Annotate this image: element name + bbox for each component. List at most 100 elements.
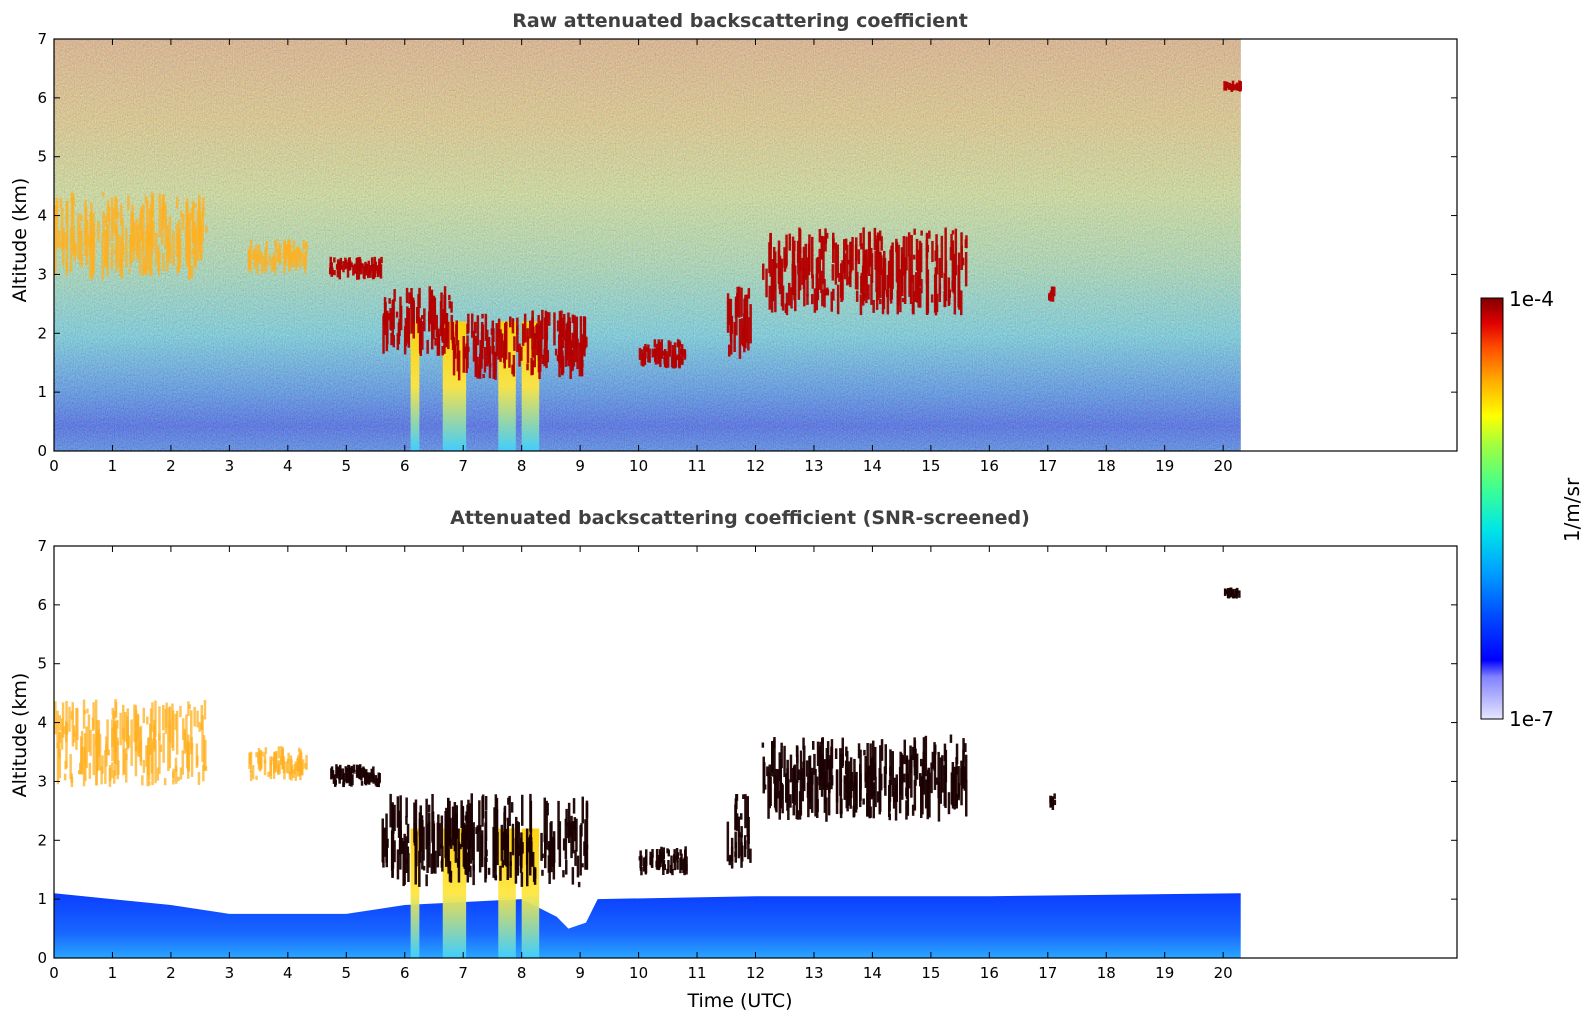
cloud-mark <box>59 198 63 209</box>
cloud-mark <box>579 316 583 351</box>
cloud-mark <box>298 252 302 269</box>
cloud-mark <box>399 795 402 846</box>
cloud-mark <box>1225 81 1228 89</box>
cloud-mark <box>72 225 75 238</box>
cloud-mark <box>670 855 673 873</box>
cloud-mark <box>733 321 736 352</box>
cloud-mark <box>127 735 131 748</box>
cloud-mark <box>845 765 849 776</box>
cloud-mark <box>880 255 883 275</box>
cloud-mark <box>913 228 916 235</box>
cloud-mark <box>960 232 963 253</box>
cloud-mark <box>901 297 905 303</box>
cloud-mark <box>187 734 190 772</box>
cloud-mark <box>920 279 923 294</box>
cloud-mark <box>367 260 370 275</box>
cloud-mark <box>476 315 480 346</box>
cloud-mark <box>334 774 337 787</box>
cloud-mark <box>745 309 749 343</box>
cloud-mark <box>68 706 71 732</box>
cloud-mark <box>339 257 343 270</box>
cloud-mark <box>261 751 264 757</box>
cloud-mark <box>467 837 471 872</box>
cloud-mark <box>571 821 575 854</box>
cloud-mark <box>104 229 107 257</box>
cloud-mark <box>655 860 658 868</box>
cloud-mark <box>729 298 733 337</box>
cloud-mark <box>747 833 750 860</box>
cloud-mark <box>546 350 549 363</box>
cloud-mark <box>554 348 558 356</box>
cloud-mark <box>955 794 958 809</box>
cloud-mark <box>526 336 530 363</box>
cloud-mark <box>302 244 306 250</box>
y-tick-label: 7 <box>37 30 47 48</box>
cloud-mark <box>924 779 928 809</box>
cloud-mark <box>847 784 850 803</box>
cloud-mark <box>252 249 255 259</box>
cloud-mark <box>58 230 61 248</box>
cloud-mark <box>840 798 843 815</box>
cloud-mark <box>333 270 336 276</box>
y-tick-label: 0 <box>37 949 47 967</box>
cloud-mark <box>478 800 481 832</box>
cloud-mark <box>529 800 533 833</box>
cloud-mark <box>484 313 488 341</box>
cloud-mark <box>250 239 253 249</box>
cloud-mark <box>547 841 551 851</box>
cloud-mark <box>795 779 798 820</box>
cloud-mark <box>902 236 906 276</box>
cloud-mark <box>144 195 148 205</box>
x-tick-label: 14 <box>863 457 882 475</box>
cloud-mark <box>855 290 859 302</box>
x-tick-label: 14 <box>863 964 882 982</box>
cloud-mark <box>573 817 577 842</box>
cloud-mark <box>440 815 444 849</box>
cloud-mark <box>490 328 494 336</box>
cloud-mark <box>443 286 447 316</box>
cloud-mark <box>792 249 795 275</box>
cloud-mark <box>497 318 501 337</box>
cloud-mark <box>740 826 743 838</box>
cloud-mark <box>938 257 941 302</box>
cloud-mark <box>544 834 547 869</box>
cloud-mark <box>740 842 743 868</box>
cloud-mark <box>290 765 293 773</box>
cloud-mark <box>796 810 800 820</box>
cloud-mark <box>931 241 934 263</box>
cloud-mark <box>844 238 848 251</box>
cloud-mark <box>157 246 160 272</box>
cloud-mark <box>141 775 144 786</box>
cloud-mark <box>414 825 417 859</box>
cloud-mark <box>640 855 643 866</box>
cloud-mark <box>571 314 575 324</box>
cloud-mark <box>857 743 861 759</box>
cloud-mark <box>466 323 469 335</box>
cloud-mark <box>884 774 887 796</box>
cloud-mark <box>298 747 301 753</box>
cloud-mark <box>70 192 73 201</box>
cloud-mark <box>912 274 915 315</box>
cloud-mark <box>95 739 98 786</box>
cloud-mark <box>97 729 100 753</box>
cloud-mark <box>941 755 944 793</box>
cloud-mark <box>821 289 824 307</box>
cloud-mark <box>789 754 793 783</box>
cloud-mark <box>571 332 574 349</box>
cloud-mark <box>413 802 416 843</box>
cloud-mark <box>456 353 460 372</box>
cloud-mark <box>765 268 768 298</box>
cloud-mark <box>434 337 437 346</box>
cloud-mark <box>151 738 154 786</box>
cloud-mark <box>407 308 410 344</box>
cloud-mark <box>915 753 919 780</box>
cloud-mark <box>256 254 259 275</box>
cloud-mark <box>663 864 666 871</box>
cloud-mark <box>125 753 128 760</box>
cloud-mark <box>849 241 852 288</box>
cloud-mark <box>272 759 276 779</box>
cloud-mark <box>915 272 918 302</box>
cloud-mark <box>871 777 874 797</box>
cloud-mark <box>882 268 886 310</box>
cloud-mark <box>814 768 817 817</box>
